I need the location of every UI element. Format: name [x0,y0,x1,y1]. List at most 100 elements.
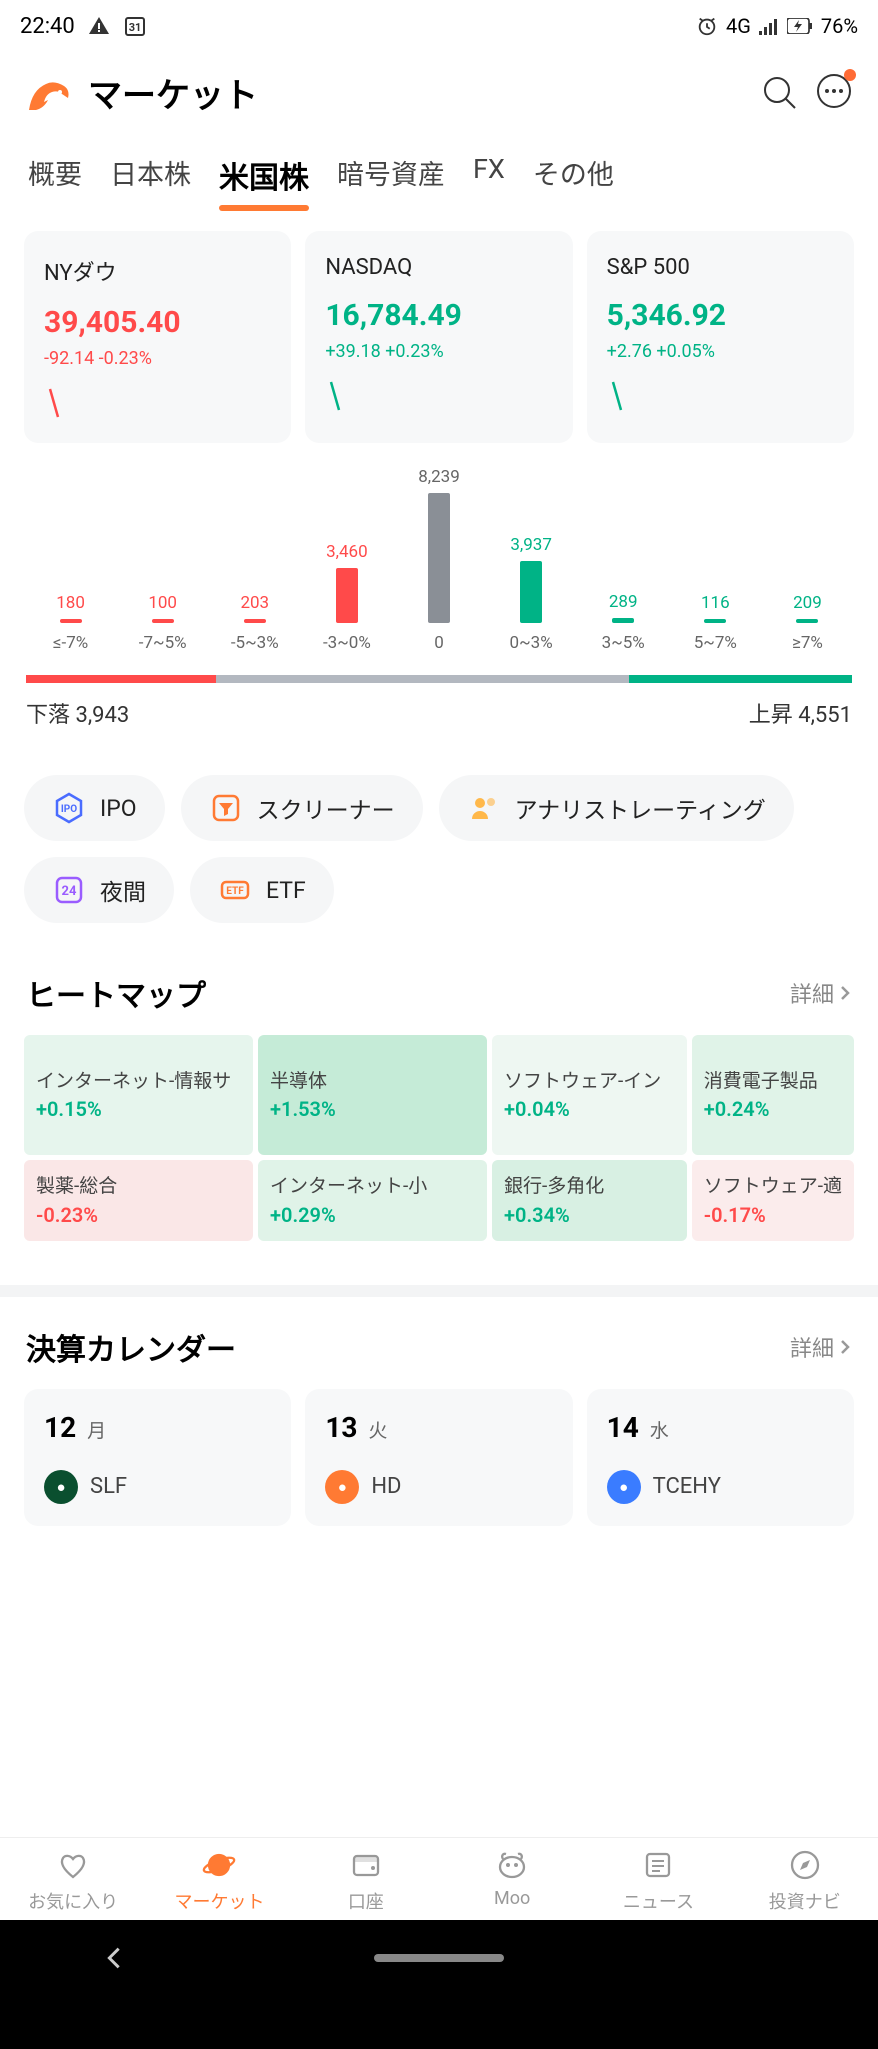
heat-name: 消費電子製品 [704,1069,842,1094]
index-card[interactable]: NYダウ 39,405.40 -92.14 -0.23% [24,231,291,443]
heat-value: +1.53% [270,1097,475,1121]
svg-text:24: 24 [62,884,77,899]
heat-cell[interactable]: 消費電子製品 +0.24% [692,1035,854,1155]
tab-5[interactable]: その他 [533,145,614,211]
calendar-stock: ● HD [325,1470,552,1504]
more-button[interactable] [814,71,854,115]
heat-value: +0.24% [704,1097,842,1121]
histo-bar [704,619,726,623]
header: マーケット [0,52,878,133]
heat-cell[interactable]: 銀行-多角化 +0.34% [492,1160,687,1241]
system-nav [0,1920,878,1996]
chip-night[interactable]: 24夜間 [24,857,174,923]
market-tabs: 概要日本株米国株暗号資産 FX その他 [0,133,878,211]
calendar-icon: 31 [123,14,147,38]
tool-chips: IPOIPO スクリーナー アナリストレーティング 24夜間ETFETF [0,741,878,943]
heat-value: -0.23% [36,1203,241,1227]
heat-cell[interactable]: 半導体 +1.53% [258,1035,487,1155]
histo-col: 116 5~7% [671,593,760,653]
heat-name: 銀行-多角化 [504,1174,675,1199]
app-logo-icon [24,72,74,114]
calendar-stock: ● TCEHY [607,1470,834,1504]
heat-cell[interactable]: ソフトウェア-イン +0.04% [492,1035,687,1155]
index-price: 16,784.49 [325,298,552,333]
nav-news[interactable]: ニュース [585,1848,731,1914]
tab-4[interactable]: FX [473,145,505,211]
heatmap-detail-link[interactable]: 詳細 [790,977,852,1009]
heat-name: 製薬-総合 [36,1174,241,1199]
histo-value: 209 [793,593,822,613]
chip-label: アナリストレーティング [515,791,766,825]
histo-bar [612,618,634,623]
histo-col: 209 ≥7% [763,593,852,653]
index-cards: NYダウ 39,405.40 -92.14 -0.23% NASDAQ 16,7… [0,211,878,463]
histo-col: 203 -5~3% [210,593,299,653]
heat-name: 半導体 [270,1069,475,1094]
histo-value: 180 [56,593,85,613]
heat-value: +0.04% [504,1097,675,1121]
svg-text:ETF: ETF [226,886,244,897]
chip-label: スクリーナー [257,791,395,825]
heat-name: ソフトウェア-適 [704,1174,842,1199]
nav-label: 口座 [348,1888,384,1914]
back-icon[interactable] [100,1944,128,1972]
calendar-card[interactable]: 13 火 ● HD [305,1389,572,1526]
stock-logo-icon: ● [44,1470,78,1504]
heat-value: -0.17% [704,1203,842,1227]
tab-0[interactable]: 概要 [28,145,82,211]
chip-analyst[interactable]: アナリストレーティング [439,775,794,841]
heat-cell[interactable]: ソフトウェア-適 -0.17% [692,1160,854,1241]
calendar-card[interactable]: 14 水 ● TCEHY [587,1389,854,1526]
histo-label: 3~5% [602,633,645,653]
stock-symbol: SLF [90,1474,127,1499]
nav-heart[interactable]: お気に入り [0,1848,146,1914]
bottom-nav: お気に入りマーケット 口座 Mooニュース投資ナビ [0,1837,878,1920]
calendar-cards: 12 月 ● SLF 13 火 ● HD 14 水 ● TCEHY [0,1389,878,1526]
chip-filter[interactable]: スクリーナー [181,775,423,841]
svg-text:31: 31 [128,21,141,34]
down-count: 下落 3,943 [26,697,129,729]
histo-bar [152,619,174,623]
up-count: 上昇 4,551 [749,697,852,729]
nav-planet[interactable]: マーケット [146,1848,292,1914]
nav-compass[interactable]: 投資ナビ [732,1848,878,1914]
section-divider [0,1285,878,1297]
tab-3[interactable]: 暗号資産 [337,145,445,211]
heat-value: +0.15% [36,1097,241,1121]
histo-col: 180 ≤-7% [26,593,115,653]
chip-ipo[interactable]: IPOIPO [24,775,165,841]
histo-bar [244,619,266,623]
histo-label: ≥7% [792,633,823,653]
calendar-date: 13 火 [325,1411,552,1444]
heat-cell[interactable]: インターネット-小 +0.29% [258,1160,487,1241]
chip-etf[interactable]: ETFETF [190,857,334,923]
calendar-card[interactable]: 12 月 ● SLF [24,1389,291,1526]
heat-cell[interactable]: 製薬-総合 -0.23% [24,1160,253,1241]
tab-1[interactable]: 日本株 [110,145,191,211]
nav-wallet[interactable]: 口座 [293,1848,439,1914]
heat-cell[interactable]: インターネット-情報サ +0.15% [24,1035,253,1155]
index-card[interactable]: NASDAQ 16,784.49 +39.18 +0.23% [305,231,572,443]
tab-2[interactable]: 米国株 [219,145,309,211]
histo-label: ≤-7% [53,633,88,653]
search-icon[interactable] [760,73,800,113]
chevron-right-icon [838,1337,852,1357]
heatmap[interactable]: インターネット-情報サ +0.15%半導体 +1.53%ソフトウェア-イン +0… [0,1035,878,1241]
nav-moo[interactable]: Moo [439,1848,585,1914]
home-pill[interactable] [374,1954,504,1962]
histo-value: 116 [701,593,730,613]
nav-label: マーケット [174,1888,264,1914]
ratio-segment [629,675,852,683]
calendar-detail-link[interactable]: 詳細 [790,1331,852,1363]
stock-symbol: HD [371,1474,401,1499]
histo-bar [796,619,818,623]
calendar-date: 12 月 [44,1411,271,1444]
heat-value: +0.29% [270,1203,475,1227]
index-card[interactable]: S&P 500 5,346.92 +2.76 +0.05% [587,231,854,443]
chevron-right-icon [838,983,852,1003]
more-icon [814,71,854,111]
distribution-histogram[interactable]: 180 ≤-7% 100 -7~5% 203 -5~3% 3,460 -3~0%… [0,463,878,741]
histo-value: 100 [148,593,177,613]
histo-label: -5~3% [231,633,279,653]
histo-label: -7~5% [139,633,187,653]
